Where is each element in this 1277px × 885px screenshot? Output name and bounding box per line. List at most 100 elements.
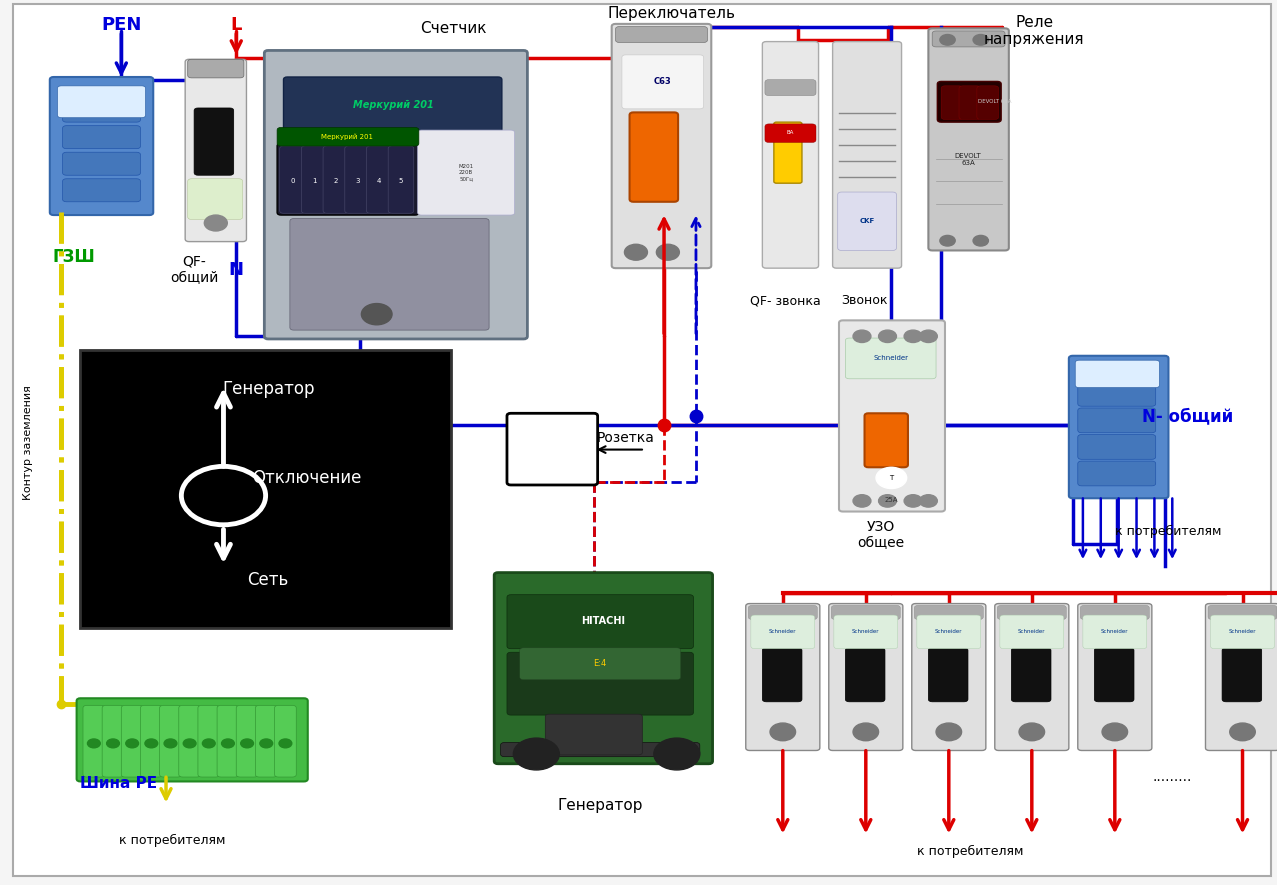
FancyBboxPatch shape [160, 705, 181, 777]
FancyBboxPatch shape [1083, 615, 1147, 649]
FancyBboxPatch shape [1211, 615, 1274, 649]
FancyBboxPatch shape [977, 86, 999, 119]
FancyBboxPatch shape [520, 648, 681, 680]
Circle shape [184, 739, 197, 748]
FancyBboxPatch shape [63, 99, 140, 122]
Circle shape [240, 739, 253, 748]
Text: 3: 3 [355, 178, 360, 183]
FancyBboxPatch shape [301, 146, 327, 213]
Text: 5: 5 [398, 178, 404, 183]
Text: 1: 1 [312, 178, 317, 183]
Circle shape [1019, 723, 1045, 741]
FancyBboxPatch shape [280, 146, 305, 213]
Circle shape [770, 723, 796, 741]
FancyBboxPatch shape [765, 124, 816, 142]
Circle shape [853, 723, 879, 741]
FancyBboxPatch shape [323, 146, 349, 213]
Text: C63: C63 [654, 77, 672, 86]
FancyBboxPatch shape [1078, 461, 1156, 486]
Text: Schneider: Schneider [935, 629, 963, 635]
Circle shape [146, 739, 158, 748]
FancyBboxPatch shape [63, 152, 140, 175]
FancyBboxPatch shape [829, 604, 903, 750]
FancyBboxPatch shape [834, 615, 898, 649]
FancyBboxPatch shape [264, 50, 527, 339]
FancyBboxPatch shape [275, 705, 296, 777]
Text: DEVOLT
63A: DEVOLT 63A [955, 153, 981, 165]
Text: Реле
напряжения: Реле напряжения [985, 15, 1084, 47]
FancyBboxPatch shape [236, 705, 258, 777]
FancyBboxPatch shape [507, 413, 598, 485]
FancyBboxPatch shape [50, 77, 153, 215]
FancyBboxPatch shape [997, 605, 1066, 620]
Text: Schneider: Schneider [1101, 629, 1129, 635]
FancyBboxPatch shape [388, 146, 414, 213]
Circle shape [278, 739, 291, 748]
Text: УЗО
общее: УЗО общее [858, 520, 904, 550]
Circle shape [125, 739, 138, 748]
FancyBboxPatch shape [102, 705, 124, 777]
FancyBboxPatch shape [1208, 605, 1277, 620]
Text: Е:4: Е:4 [594, 659, 607, 668]
Text: Переключатель: Переключатель [608, 6, 736, 20]
FancyBboxPatch shape [765, 80, 816, 96]
Circle shape [879, 330, 896, 342]
FancyBboxPatch shape [217, 705, 239, 777]
FancyBboxPatch shape [494, 573, 713, 764]
FancyBboxPatch shape [255, 705, 277, 777]
FancyBboxPatch shape [748, 605, 817, 620]
Circle shape [202, 739, 215, 748]
FancyBboxPatch shape [1080, 605, 1149, 620]
Text: Schneider: Schneider [769, 629, 797, 635]
Circle shape [940, 235, 955, 246]
FancyBboxPatch shape [762, 648, 802, 702]
Circle shape [919, 495, 937, 507]
FancyBboxPatch shape [1078, 435, 1156, 459]
Text: к потребителям: к потребителям [1115, 525, 1222, 537]
Circle shape [204, 215, 227, 231]
Circle shape [261, 739, 273, 748]
Circle shape [853, 330, 871, 342]
FancyBboxPatch shape [198, 705, 220, 777]
FancyBboxPatch shape [179, 705, 200, 777]
FancyBboxPatch shape [77, 698, 308, 781]
FancyBboxPatch shape [1205, 604, 1277, 750]
Text: HITACHI: HITACHI [581, 616, 624, 627]
FancyBboxPatch shape [1011, 648, 1051, 702]
Text: ГЗШ: ГЗШ [52, 248, 96, 266]
Text: PEN: PEN [101, 16, 142, 34]
Text: Сеть: Сеть [248, 571, 289, 589]
Text: Schneider: Schneider [852, 629, 880, 635]
Text: 0: 0 [290, 178, 295, 183]
Circle shape [879, 495, 896, 507]
Circle shape [654, 738, 700, 770]
FancyBboxPatch shape [612, 24, 711, 268]
Circle shape [904, 495, 922, 507]
FancyBboxPatch shape [345, 146, 370, 213]
FancyBboxPatch shape [746, 604, 820, 750]
Circle shape [876, 467, 907, 489]
Circle shape [940, 35, 955, 45]
FancyBboxPatch shape [1000, 615, 1064, 649]
FancyBboxPatch shape [63, 126, 140, 149]
FancyBboxPatch shape [277, 143, 419, 215]
FancyBboxPatch shape [845, 338, 936, 379]
FancyBboxPatch shape [501, 743, 700, 757]
Text: Звонок: Звонок [842, 295, 888, 307]
FancyBboxPatch shape [1078, 604, 1152, 750]
Circle shape [919, 330, 937, 342]
Text: М201
220В
50Гц: М201 220В 50Гц [458, 165, 474, 181]
Circle shape [973, 235, 988, 246]
FancyBboxPatch shape [418, 130, 515, 215]
Text: QF-
общий: QF- общий [170, 255, 218, 285]
FancyBboxPatch shape [941, 86, 963, 119]
FancyBboxPatch shape [63, 179, 140, 202]
FancyBboxPatch shape [1222, 648, 1262, 702]
Circle shape [656, 244, 679, 260]
Circle shape [87, 739, 101, 748]
FancyBboxPatch shape [914, 605, 983, 620]
Text: Генератор: Генератор [222, 381, 314, 398]
FancyBboxPatch shape [937, 81, 1001, 122]
FancyBboxPatch shape [366, 146, 392, 213]
Circle shape [513, 738, 559, 770]
